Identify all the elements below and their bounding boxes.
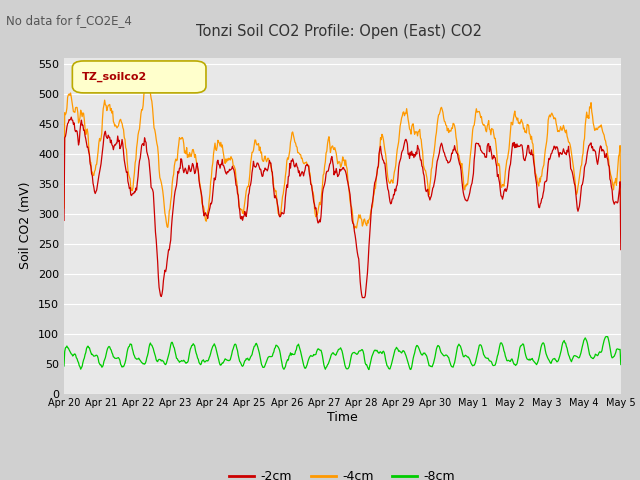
Text: No data for f_CO2E_4: No data for f_CO2E_4: [6, 14, 132, 27]
Text: TZ_soilco2: TZ_soilco2: [83, 72, 148, 82]
X-axis label: Time: Time: [327, 411, 358, 424]
Legend: -2cm, -4cm, -8cm: -2cm, -4cm, -8cm: [225, 465, 460, 480]
Y-axis label: Soil CO2 (mV): Soil CO2 (mV): [19, 182, 33, 269]
FancyBboxPatch shape: [72, 61, 206, 93]
Text: Tonzi Soil CO2 Profile: Open (East) CO2: Tonzi Soil CO2 Profile: Open (East) CO2: [196, 24, 482, 39]
